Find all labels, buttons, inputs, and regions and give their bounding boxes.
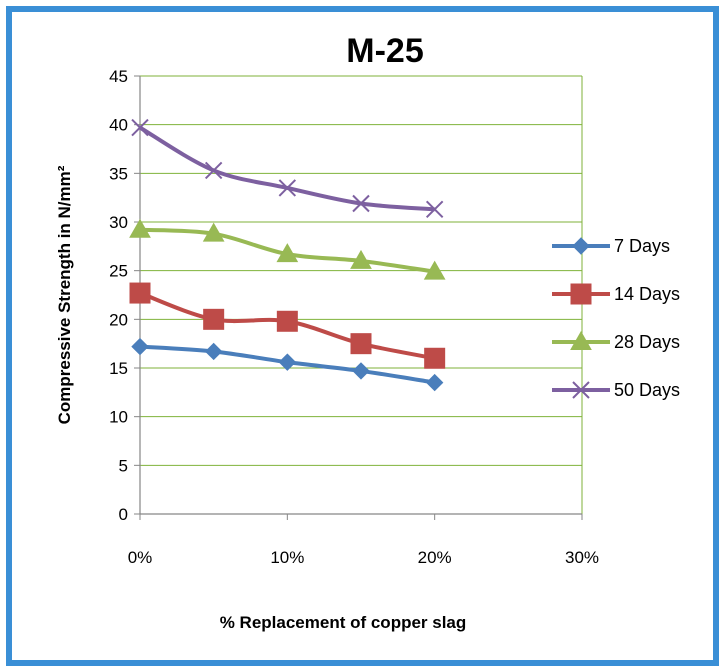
legend-label-7-days: 7 Days xyxy=(614,236,670,256)
y-tick-label: 30 xyxy=(109,213,128,232)
x-tick-label: 20% xyxy=(418,548,452,567)
legend-label-50-days: 50 Days xyxy=(614,380,680,400)
y-tick-label: 45 xyxy=(109,67,128,86)
data-point-28-days xyxy=(276,243,299,263)
legend: 7 Days 14 Days 28 Days 50 Days xyxy=(552,236,680,400)
x-tick-label: 30% xyxy=(565,548,599,567)
x-axis-label: % Replacement of copper slag xyxy=(220,613,467,632)
data-point-7-days xyxy=(131,337,149,356)
legend-marker-7-days xyxy=(572,237,590,255)
y-tick-label: 10 xyxy=(109,408,128,427)
data-point-50-days xyxy=(131,118,149,137)
data-point-14-days xyxy=(424,347,446,369)
legend-label-14-days: 14 Days xyxy=(614,284,680,304)
data-point-14-days xyxy=(350,333,372,355)
legend-marker-14-days xyxy=(570,283,592,305)
legend-marker-28-days xyxy=(570,330,592,350)
data-point-14-days xyxy=(129,282,151,304)
data-point-28-days xyxy=(350,249,372,269)
data-point-50-days xyxy=(278,179,297,197)
chart-title: M-25 xyxy=(346,32,423,70)
plot-area xyxy=(129,118,446,392)
y-tick-label: 15 xyxy=(109,359,128,378)
legend-marker-50-days xyxy=(572,381,590,399)
data-point-28-days xyxy=(202,222,225,242)
data-point-50-days xyxy=(352,194,370,213)
series-line-50-days xyxy=(138,125,435,212)
data-point-7-days xyxy=(204,342,223,361)
data-point-28-days xyxy=(423,260,446,280)
axes xyxy=(134,75,583,520)
gridlines xyxy=(140,75,583,514)
x-tick-label: 10% xyxy=(270,548,304,567)
y-tick-label: 40 xyxy=(109,116,128,135)
data-point-50-days xyxy=(425,200,444,219)
data-point-50-days xyxy=(204,161,223,180)
y-tick-label: 20 xyxy=(109,310,128,329)
x-tick-labels: 0% 10% 20% 30% xyxy=(128,548,599,567)
y-tick-label: 25 xyxy=(109,262,128,281)
legend-label-28-days: 28 Days xyxy=(614,332,680,352)
data-point-7-days xyxy=(278,353,297,371)
x-tick-label: 0% xyxy=(128,548,153,567)
y-axis-label: Compressive Strength in N/mm² xyxy=(55,165,74,424)
y-tick-labels: 0 5 10 15 20 25 30 35 40 45 xyxy=(109,67,128,524)
data-point-7-days xyxy=(352,362,370,380)
data-point-28-days xyxy=(129,218,151,238)
y-tick-label: 5 xyxy=(119,456,128,475)
y-tick-label: 0 xyxy=(119,505,128,524)
data-point-7-days xyxy=(425,373,444,392)
data-point-14-days xyxy=(203,308,225,330)
data-point-14-days xyxy=(276,310,298,332)
y-tick-label: 35 xyxy=(109,164,128,183)
